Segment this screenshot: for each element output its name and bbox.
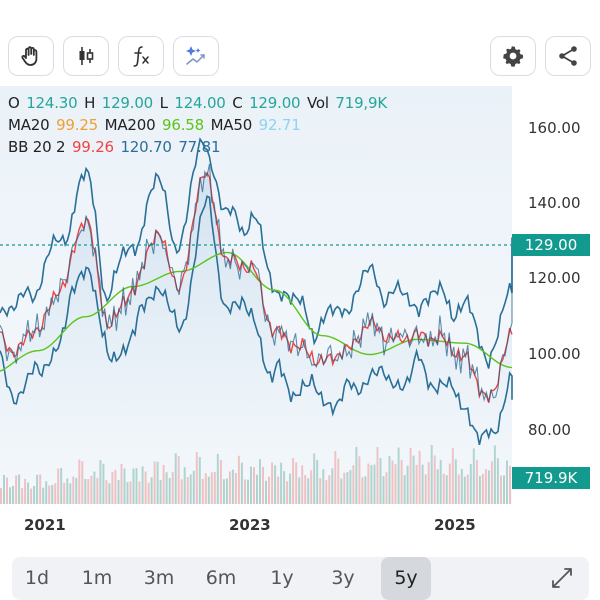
gear-icon — [501, 44, 525, 68]
price-chart[interactable] — [0, 86, 600, 506]
y-tick-label: 140.00 — [528, 194, 581, 212]
range-5y-button[interactable]: 5y — [381, 557, 431, 600]
ai-insights-button[interactable] — [173, 36, 219, 76]
bb-mid-value: 99.26 — [71, 138, 114, 156]
function-fx-icon — [128, 43, 154, 69]
bb-label: BB 20 2 — [8, 138, 66, 156]
price-line — [0, 163, 513, 402]
y-tick-label: 120.00 — [528, 269, 581, 287]
volume-label: Vol — [306, 94, 329, 112]
high-value: 129.00 — [101, 94, 154, 112]
ma20-value: 99.25 — [56, 116, 99, 134]
sparkle-trend-icon — [183, 43, 209, 69]
open-label: O — [8, 94, 20, 112]
low-value: 124.00 — [174, 94, 226, 112]
fullscreen-button[interactable] — [548, 564, 576, 592]
range-3m-button[interactable]: 3m — [143, 567, 175, 589]
hand-tool-button[interactable] — [8, 36, 54, 76]
range-6m-button[interactable]: 6m — [205, 567, 237, 589]
last-price-badge: 129.00 — [512, 234, 590, 256]
legend-ma: MA20 99.25 MA200 96.58 MA50 92.71 — [8, 116, 303, 134]
ma200-value: 96.58 — [162, 116, 204, 134]
range-1m-button[interactable]: 1m — [81, 567, 113, 589]
range-1y-button[interactable]: 1y — [270, 567, 294, 589]
range-3y-button[interactable]: 3y — [331, 567, 355, 589]
bb-lower-value: 77.81 — [178, 138, 221, 156]
volume-value: 719,9K — [335, 94, 387, 112]
ma200-label: MA200 — [104, 116, 156, 134]
expand-icon — [548, 568, 576, 596]
indicators-button[interactable] — [118, 36, 164, 76]
range-1d-button[interactable]: 1d — [24, 567, 50, 589]
y-tick-label: 80.00 — [528, 421, 571, 439]
share-icon — [556, 44, 580, 68]
high-label: H — [84, 94, 96, 112]
ma50-label: MA50 — [210, 116, 253, 134]
x-tick-label: 2023 — [229, 516, 271, 534]
share-button[interactable] — [545, 36, 591, 76]
legend-ohlc: O 124.30 H 129.00 L 124.00 C 129.00 Vol … — [8, 94, 389, 112]
y-tick-label: 100.00 — [528, 345, 581, 363]
settings-button[interactable] — [490, 36, 536, 76]
range-selector — [12, 557, 589, 600]
y-tick-label: 160.00 — [528, 119, 581, 137]
candlestick-icon — [74, 44, 98, 68]
legend-bb: BB 20 2 99.26 120.70 77.81 — [8, 138, 222, 156]
bb-upper-band — [0, 137, 513, 369]
bb-lower-band — [0, 195, 513, 445]
ma20-label: MA20 — [8, 116, 50, 134]
x-tick-label: 2025 — [434, 516, 476, 534]
close-value: 129.00 — [249, 94, 301, 112]
x-tick-label: 2021 — [24, 516, 66, 534]
close-label: C — [232, 94, 243, 112]
low-label: L — [159, 94, 168, 112]
volume-badge: 719.9K — [512, 467, 590, 489]
bb-upper-value: 120.70 — [120, 138, 172, 156]
ma50-value: 92.71 — [258, 116, 301, 134]
chart-type-button[interactable] — [63, 36, 109, 76]
price-area — [0, 173, 512, 504]
hand-icon — [19, 44, 43, 68]
open-value: 124.30 — [26, 94, 78, 112]
